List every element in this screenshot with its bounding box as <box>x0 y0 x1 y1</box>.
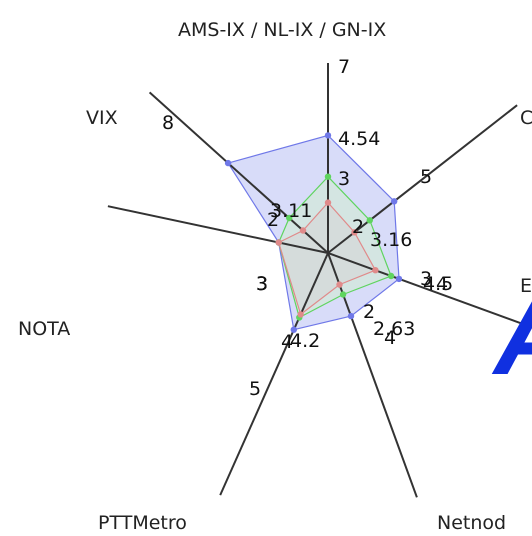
series-2-point-0 <box>324 199 332 206</box>
series-1-value-label-5: 3 <box>256 273 268 295</box>
series-2-point-4 <box>297 311 304 318</box>
axis-label-5: NOTA <box>18 318 70 340</box>
series-2-value-label-3: 2 <box>363 301 375 323</box>
series-2-polygon <box>277 201 377 316</box>
spoke-1 <box>327 104 518 254</box>
spoke-6 <box>148 91 329 254</box>
series-2-value-label-0: 3 <box>338 168 350 190</box>
series-2-point-1 <box>351 229 358 236</box>
series-2-value-label-2: 3 <box>420 268 432 290</box>
series-0-value-label-0: 7 <box>338 56 350 78</box>
spoke-5 <box>107 205 329 254</box>
series-0-point-4 <box>290 326 297 333</box>
series-2-point-6 <box>299 227 307 234</box>
series-1-point-0 <box>324 173 332 180</box>
series-0-value-label-4: 5 <box>249 378 261 400</box>
spoke-2 <box>327 252 532 329</box>
series-1-value-label-6: 3.11 <box>270 200 312 222</box>
series-2-value-label-4: 4 <box>281 331 293 353</box>
series-2-point-3 <box>336 281 343 288</box>
axis-label-1: C <box>520 107 532 129</box>
series-0-value-label-5: 3 <box>256 273 268 295</box>
series-1-value-label-4: 4.2 <box>290 330 320 352</box>
series-0-value-label-6: 8 <box>162 112 174 134</box>
series-1-value-label-1: 3.16 <box>370 229 412 251</box>
series-2-point-2 <box>372 267 379 274</box>
series-1-point-6 <box>286 214 293 222</box>
axis-label-6: VIX <box>86 107 118 129</box>
axis-label-0: AMS-IX / NL-IX / GN-IX <box>178 19 386 41</box>
series-1-value-label-3: 2.63 <box>373 318 415 340</box>
axis-label-4: PTTMetro <box>98 512 187 534</box>
series-1-point-2 <box>387 272 395 280</box>
axis-label-3: Netnod <box>437 512 506 534</box>
overlay-letter-a: A <box>491 275 532 398</box>
axis-labels: AMS-IX / NL-IX / GN-IX C E Netnod PTTMetro NO… <box>18 19 532 534</box>
series-1-value-label-2: 4 <box>436 273 448 295</box>
series-2-value-label-5: 3 <box>256 273 268 295</box>
series-0-value-label-3: 4 <box>384 327 396 349</box>
series-2-value-label-1: 2 <box>352 216 364 238</box>
series-0-point-6 <box>224 159 232 167</box>
series-0-point-1 <box>391 198 398 205</box>
series-0-point-3 <box>347 312 355 320</box>
series-1-value-label-0: 4.54 <box>338 128 380 150</box>
series-0-value-label-1: 5 <box>420 166 432 188</box>
spoke-4 <box>219 252 329 496</box>
series-2-value-label-6: 2 <box>267 209 279 231</box>
series-0-point-0 <box>324 132 332 139</box>
series-0-point-2 <box>395 275 403 283</box>
data-points <box>224 132 403 333</box>
series-0-value-label-2: 4.5 <box>423 273 453 295</box>
axis-label-2: E <box>520 275 532 297</box>
series-1-point-3 <box>339 291 347 298</box>
series-2-point-5 <box>275 239 282 246</box>
series-1-point-1 <box>366 217 373 224</box>
